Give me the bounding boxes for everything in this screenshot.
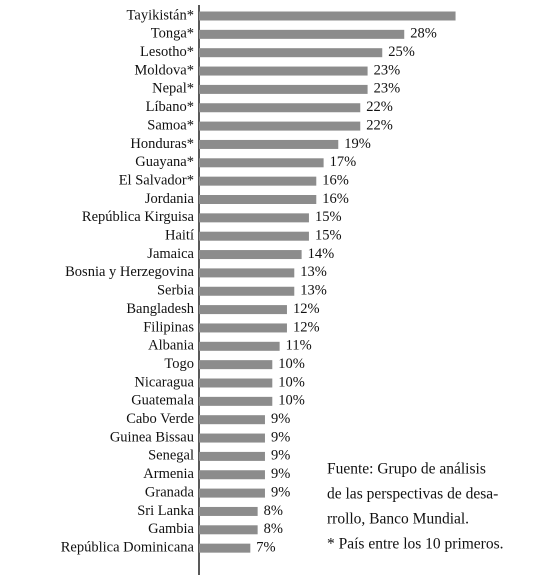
- value-label: 12%: [293, 319, 320, 335]
- category-label: Nicaragua: [134, 374, 194, 390]
- bar: [199, 415, 265, 425]
- bar: [199, 103, 361, 113]
- value-label: 7%: [256, 539, 275, 555]
- value-label: 16%: [322, 172, 349, 188]
- bar: [199, 396, 273, 406]
- category-label: Líbano*: [146, 99, 194, 115]
- bar: [199, 506, 258, 516]
- value-label: 23%: [374, 81, 401, 97]
- bar: [199, 286, 295, 296]
- bar: [199, 213, 309, 223]
- category-label: Guinea Bissau: [110, 429, 194, 445]
- value-label: 23%: [374, 62, 401, 78]
- bar: [199, 433, 265, 443]
- value-label: 9%: [271, 411, 290, 427]
- bar: [199, 121, 361, 131]
- category-label: Serbia: [157, 283, 195, 299]
- category-label: Guayana*: [135, 154, 194, 170]
- bar: [199, 48, 383, 58]
- category-label: Honduras*: [130, 136, 194, 152]
- bar: [199, 66, 368, 76]
- bar: [199, 525, 258, 535]
- bar: [199, 323, 287, 333]
- note: rrollo, Banco Mundial.: [327, 511, 469, 528]
- value-label: 11%: [286, 338, 312, 354]
- bar: [199, 176, 317, 186]
- value-label: 10%: [278, 374, 305, 390]
- value-label: 9%: [271, 448, 290, 464]
- category-label: Sri Lanka: [137, 503, 194, 519]
- bar: [199, 139, 339, 149]
- category-label: Haití: [165, 228, 194, 244]
- value-label: 15%: [315, 209, 342, 225]
- note: de las perspectivas de desa-: [327, 486, 498, 503]
- category-label: Bosnia y Herzegovina: [65, 264, 194, 280]
- value-label: 22%: [366, 117, 393, 133]
- bar: [199, 543, 251, 553]
- category-label: Tayikistán*: [127, 7, 194, 23]
- value-label: 19%: [344, 136, 371, 152]
- bar: [199, 250, 302, 260]
- value-label: 15%: [315, 228, 342, 244]
- category-label: Guatemala: [131, 393, 194, 409]
- category-label: Granada: [145, 484, 195, 500]
- bar: [199, 305, 287, 315]
- category-label: Jordania: [145, 191, 195, 207]
- bar: [199, 11, 456, 21]
- bar: [199, 451, 265, 461]
- category-label: República Kirguisa: [82, 209, 195, 225]
- category-label: Senegal: [148, 448, 194, 464]
- category-label: El Salvador*: [119, 172, 194, 188]
- bar: [199, 158, 324, 168]
- note: Fuente: Grupo de análisis: [327, 461, 486, 478]
- value-label: 9%: [271, 484, 290, 500]
- value-label: 8%: [264, 521, 283, 537]
- value-label: 14%: [308, 246, 335, 262]
- bar: [199, 29, 405, 39]
- category-label: Bangladesh: [126, 301, 194, 317]
- bar: [199, 195, 317, 204]
- note: * País entre los 10 primeros.: [327, 536, 504, 553]
- value-label: 10%: [278, 393, 305, 409]
- category-label: Jamaica: [147, 246, 194, 262]
- category-label: Filipinas: [143, 319, 194, 335]
- value-label: 9%: [271, 429, 290, 445]
- bar: [199, 378, 273, 388]
- category-label: Moldova*: [134, 62, 194, 78]
- bar: [199, 231, 309, 241]
- bar: [199, 84, 368, 94]
- category-label: Togo: [164, 356, 194, 372]
- value-label: 10%: [278, 356, 305, 372]
- value-label: 22%: [366, 99, 393, 115]
- bar: [199, 341, 280, 351]
- bar: [199, 488, 265, 498]
- value-label: 17%: [330, 154, 357, 170]
- category-label: Armenia: [143, 466, 194, 482]
- value-label: 13%: [300, 264, 327, 280]
- value-label: 8%: [264, 503, 283, 519]
- category-label: Lesotho*: [140, 44, 194, 60]
- bar: [199, 268, 295, 278]
- value-label: 13%: [300, 283, 327, 299]
- value-label: 28%: [410, 26, 437, 42]
- category-label: Cabo Verde: [126, 411, 194, 427]
- category-label: Samoa*: [147, 117, 194, 133]
- category-label: Nepal*: [152, 81, 194, 97]
- value-label: 12%: [293, 301, 320, 317]
- category-label: Tonga*: [151, 26, 194, 42]
- value-label: 16%: [322, 191, 349, 207]
- bar: [199, 360, 273, 370]
- value-label: 25%: [388, 44, 415, 60]
- category-label: Gambia: [148, 521, 194, 537]
- bar: [199, 470, 265, 480]
- category-label: Albania: [148, 338, 194, 354]
- category-label: República Dominicana: [61, 539, 195, 555]
- value-label: 9%: [271, 466, 290, 482]
